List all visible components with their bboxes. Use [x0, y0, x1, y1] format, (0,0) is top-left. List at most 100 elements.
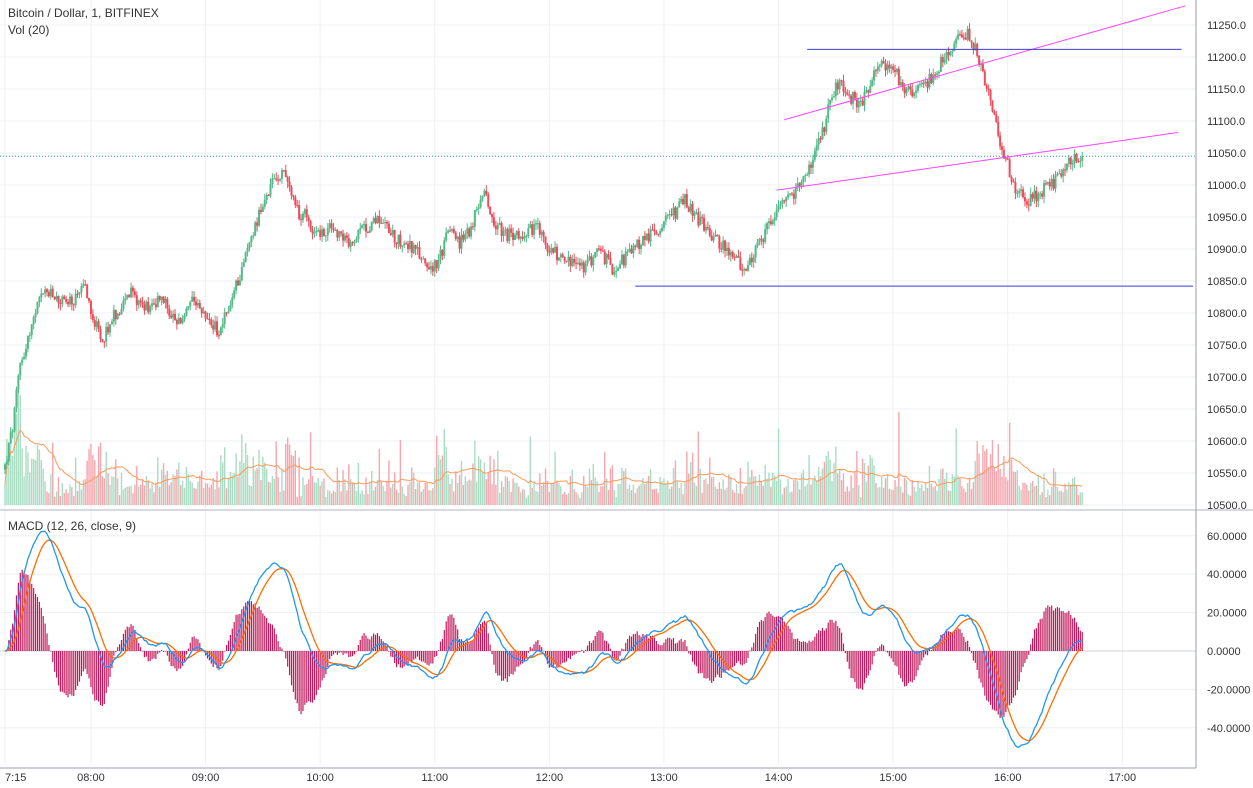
macd-histogram-bar: [812, 640, 814, 651]
volume-bar: [113, 477, 115, 505]
trendlines[interactable]: [0, 5, 1196, 287]
candle-body: [687, 207, 690, 212]
candle-body: [391, 229, 394, 235]
candle-body: [811, 159, 814, 168]
volume-bar: [884, 478, 887, 505]
volume-bar: [477, 456, 480, 505]
candle-body: [737, 256, 740, 258]
macd-histogram-bar: [848, 651, 850, 669]
macd-histogram-bar: [659, 645, 661, 651]
candle-body: [256, 222, 259, 226]
candle-body: [284, 170, 287, 178]
macd-histogram-bar: [13, 610, 16, 651]
candle-body: [783, 200, 786, 202]
candle-body: [934, 74, 937, 76]
volume-bar: [44, 481, 46, 505]
volume-bar: [202, 487, 205, 505]
candle-body: [601, 250, 604, 252]
volume-bar: [907, 494, 910, 505]
volume-bar: [733, 492, 736, 505]
volume-bar: [861, 458, 864, 505]
volume-bar: [628, 484, 631, 505]
macd-histogram-bar: [420, 651, 422, 662]
volume-bar: [382, 486, 384, 505]
macd-histogram-bar: [80, 651, 82, 677]
candle-body: [939, 57, 942, 72]
macd-histogram-bar: [464, 642, 466, 651]
candle-body: [916, 85, 919, 91]
candle-body: [913, 92, 916, 97]
macd-histogram-bar: [988, 651, 990, 702]
volume-bar: [781, 494, 784, 505]
macd-histogram-bar: [713, 651, 715, 682]
candle-body: [1062, 169, 1065, 177]
candle-body: [943, 59, 946, 63]
volume-bar: [674, 460, 677, 505]
volume-bar: [1037, 475, 1040, 505]
volume-bar: [686, 451, 688, 505]
macd-histogram-bar: [594, 636, 596, 651]
macd-histogram-bar: [776, 616, 778, 651]
macd-histogram-bar: [944, 633, 946, 651]
volume-bar: [1043, 473, 1045, 505]
trendline[interactable]: [784, 5, 1186, 121]
volume-indicator-label[interactable]: Vol (20): [8, 23, 49, 37]
macd-histogram-bar: [285, 651, 287, 659]
macd-histogram-bar: [1028, 651, 1030, 655]
candle-body: [521, 236, 524, 239]
macd-histogram-bar: [115, 651, 117, 653]
volume-bar: [353, 483, 356, 505]
volume-bar: [216, 471, 218, 505]
macd-histogram-bar: [1005, 651, 1007, 713]
trendline[interactable]: [776, 132, 1178, 191]
volume-bar: [99, 442, 102, 505]
volume-bar: [411, 467, 413, 505]
macd-histogram-bar: [501, 651, 503, 681]
macd-histogram-bar: [1074, 617, 1076, 651]
macd-histogram-bar: [317, 651, 319, 690]
volume-bar: [233, 472, 235, 505]
volume-bar: [590, 479, 593, 505]
volume-bar: [307, 479, 310, 505]
macd-histogram-bar: [651, 635, 654, 651]
macd-histogram-bar: [833, 622, 835, 651]
macd-histogram-bar: [353, 651, 356, 655]
candle-body: [590, 256, 593, 266]
symbol-title[interactable]: Bitcoin / Dollar, 1, BITFINEX: [8, 6, 159, 20]
macd-histogram-bar: [168, 651, 170, 662]
macd-indicator-label[interactable]: MACD (12, 26, close, 9): [8, 519, 136, 533]
volume-bar: [149, 488, 151, 505]
macd-histogram-bar: [810, 642, 812, 651]
volume-bar: [271, 475, 274, 505]
volume-bar: [838, 469, 841, 505]
macd-histogram-bar: [111, 651, 113, 668]
volume-bar: [991, 440, 994, 505]
macd-histogram-bar: [1020, 651, 1022, 673]
volume-bar: [758, 474, 761, 505]
candle-body: [617, 268, 620, 271]
macd-histogram-bar: [1024, 651, 1026, 663]
candle-body: [1073, 153, 1076, 164]
candle-body: [452, 228, 455, 233]
candle-body: [802, 176, 805, 182]
volume-bar: [900, 486, 902, 505]
macd-histogram-bar: [63, 651, 65, 694]
volume-bar: [483, 462, 486, 505]
volume-bar: [926, 487, 929, 505]
macd-histogram-bar: [75, 651, 77, 691]
macd-histogram-bar: [369, 639, 371, 651]
volume-bar: [455, 471, 457, 505]
macd-histogram-bar: [586, 645, 589, 651]
candle-body: [494, 225, 497, 230]
candle-body: [693, 212, 696, 216]
candle-body: [250, 236, 253, 243]
volume-bar: [42, 468, 44, 505]
volume-bar: [766, 478, 768, 505]
volume-bar: [1028, 490, 1030, 505]
volume-bar: [374, 486, 377, 505]
macd-histogram-bar: [352, 651, 354, 657]
volume-bar: [605, 478, 608, 505]
macd-histogram-bar: [965, 641, 967, 651]
